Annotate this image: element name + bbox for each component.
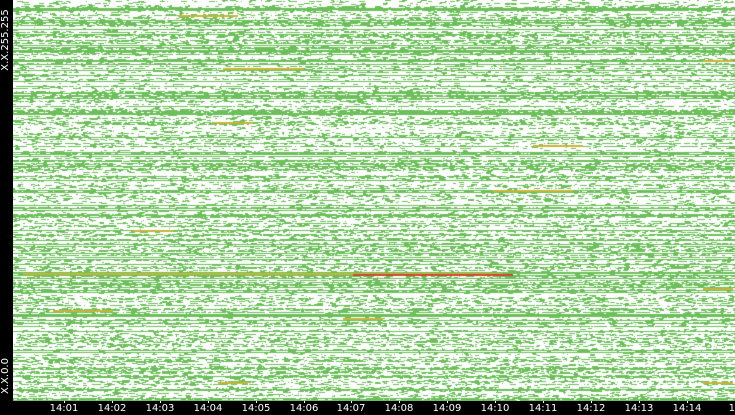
x-tick-mark: [112, 401, 113, 403]
x-tick-label: 14:11: [528, 403, 558, 414]
y-axis-bottom-label: X.X.0.0: [0, 358, 11, 394]
x-tick-label: 14:14: [672, 403, 702, 414]
x-tick-label: 14:07: [336, 403, 366, 414]
y-axis-top-label: X.X.255.255: [0, 9, 11, 71]
x-tick-mark: [304, 401, 305, 403]
x-tick-label: 14:12: [576, 403, 606, 414]
x-tick-mark: [447, 401, 448, 403]
x-tick-label: 14:04: [193, 403, 223, 414]
x-tick-label: 14: [728, 403, 735, 414]
x-tick-label: 14:09: [432, 403, 462, 414]
x-tick-label: 14:05: [241, 403, 271, 414]
x-tick-mark: [495, 401, 496, 403]
x-tick-mark: [208, 401, 209, 403]
x-tick-label: 14:08: [384, 403, 414, 414]
traffic-plot-area[interactable]: [13, 0, 735, 401]
x-tick-mark: [543, 401, 544, 403]
traffic-heatmap-canvas[interactable]: [13, 0, 735, 401]
x-tick-mark: [256, 401, 257, 403]
x-tick-mark: [639, 401, 640, 403]
x-tick-mark: [351, 401, 352, 403]
x-tick-mark: [160, 401, 161, 403]
x-tick-label: 14:06: [289, 403, 319, 414]
x-tick-mark: [399, 401, 400, 403]
x-tick-label: 14:02: [97, 403, 127, 414]
x-tick-label: 14:10: [480, 403, 510, 414]
x-tick-label: 14:13: [624, 403, 654, 414]
x-tick-label: 14:01: [49, 403, 79, 414]
x-tick-mark: [591, 401, 592, 403]
x-tick-mark: [687, 401, 688, 403]
y-axis: X.X.255.255 X.X.0.0: [0, 0, 13, 401]
x-axis: 14:01 14:02 14:03 14:04 14:05 14:06 14:07 14:08…: [0, 401, 735, 415]
x-tick-mark: [64, 401, 65, 403]
x-tick-label: 14:03: [145, 403, 175, 414]
